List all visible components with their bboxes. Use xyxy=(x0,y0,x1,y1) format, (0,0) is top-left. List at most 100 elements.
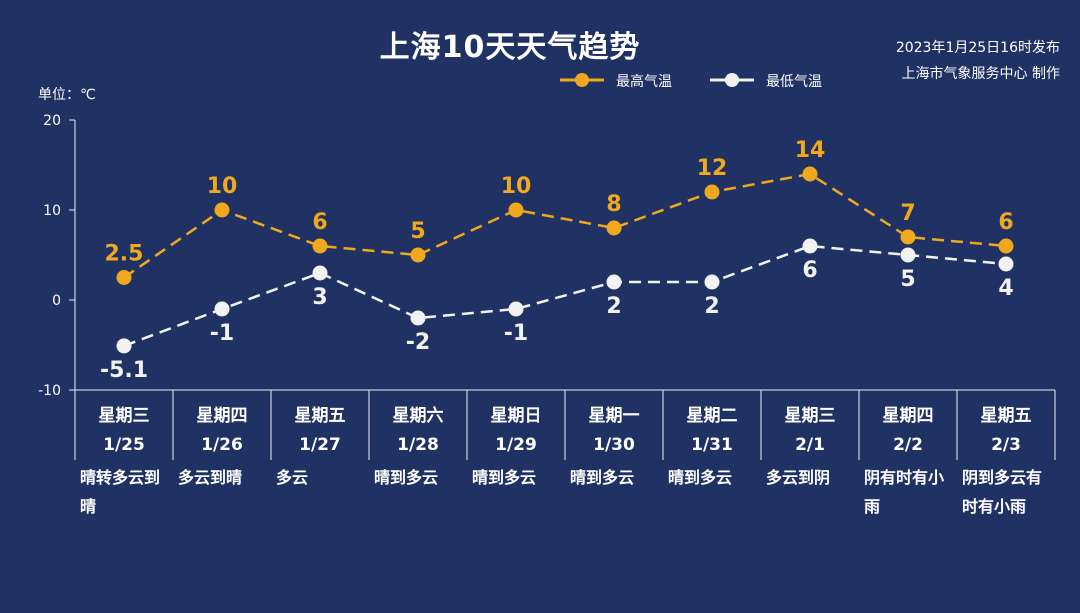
weekday-label: 星期二 xyxy=(686,406,738,426)
low-temp-data-label: 5 xyxy=(900,267,915,292)
day-header: 星期日 1/29 xyxy=(467,402,565,460)
low-temp-data-label: 3 xyxy=(312,285,327,310)
high-temp-point xyxy=(214,202,230,218)
issue-time: 2023年1月25日16时发布 xyxy=(895,40,1060,56)
date-label: 1/31 xyxy=(691,435,733,455)
high-temp-data-label: 6 xyxy=(998,210,1013,235)
day-header: 星期五 1/27 xyxy=(271,402,369,460)
legend-low-label: 最低气温 xyxy=(766,74,822,90)
day-header: 星期三 2/1 xyxy=(761,402,859,460)
date-label: 1/28 xyxy=(397,435,439,455)
day-header: 星期四 1/26 xyxy=(173,402,271,460)
legend-high-label: 最高气温 xyxy=(616,73,672,90)
y-tick-label: 10 xyxy=(43,203,61,219)
low-temp-point xyxy=(214,301,230,317)
high-temp-point xyxy=(312,238,328,254)
legend-high-marker xyxy=(575,73,589,87)
low-temp-point xyxy=(312,265,328,281)
low-temp-point xyxy=(704,274,720,290)
unit-label: 单位：℃ xyxy=(38,87,96,103)
low-temp-data-label: 4 xyxy=(998,276,1013,301)
date-label: 2/2 xyxy=(893,435,923,455)
weekday-label: 星期三 xyxy=(784,406,836,426)
low-temp-point xyxy=(606,274,622,290)
chart-title: 上海10天天气趋势 xyxy=(379,30,641,65)
y-tick-label: 20 xyxy=(43,113,61,129)
low-temp-point xyxy=(508,301,524,317)
day-header: 星期二 1/31 xyxy=(663,402,761,460)
date-label: 2/3 xyxy=(991,435,1021,455)
high-temp-point xyxy=(508,202,524,218)
date-label: 1/26 xyxy=(201,435,243,455)
weather-condition: 晴到多云 xyxy=(668,468,733,487)
weekday-label: 星期五 xyxy=(294,406,346,426)
day-header: 星期四 2/2 xyxy=(859,402,957,460)
weekday-label: 星期四 xyxy=(882,406,934,426)
weekday-label: 星期日 xyxy=(490,406,542,426)
low-temp-point xyxy=(900,247,916,263)
weekday-label: 星期四 xyxy=(196,406,248,426)
high-temp-point xyxy=(900,229,916,245)
date-label: 1/30 xyxy=(593,435,635,455)
weather-condition: 多云到阴 xyxy=(766,468,831,487)
low-temp-data-label: -2 xyxy=(406,330,430,355)
weather-condition: 晴到多云 xyxy=(374,468,439,487)
high-temp-data-label: 2.5 xyxy=(105,242,144,267)
date-label: 1/27 xyxy=(299,435,341,455)
day-header: 星期五 2/3 xyxy=(957,402,1055,460)
low-temp-line xyxy=(123,244,1007,348)
low-temp-point xyxy=(802,238,818,254)
legend-low-marker xyxy=(725,73,739,87)
high-temp-point xyxy=(606,220,622,236)
high-temp-point xyxy=(704,184,720,200)
low-temp-data-label: -1 xyxy=(504,321,528,346)
weather-condition: 晴到多云 xyxy=(570,468,635,487)
high-temp-point xyxy=(998,238,1014,254)
high-temp-point xyxy=(802,166,818,182)
issue-info: 2023年1月25日16时发布 上海市气象服务中心 制作 xyxy=(896,35,1060,87)
high-temp-data-label: 10 xyxy=(501,174,532,199)
high-temp-point xyxy=(410,247,426,263)
y-tick-label: 0 xyxy=(52,293,61,309)
high-temp-point xyxy=(116,270,132,285)
weekday-label: 星期三 xyxy=(98,406,150,426)
low-temp-point xyxy=(410,310,426,326)
low-temp-data-label: 6 xyxy=(802,258,817,283)
axes: -10 0 10 20 xyxy=(38,113,1056,460)
issuer: 上海市气象服务中心 制作 xyxy=(901,66,1060,82)
low-temp-point xyxy=(116,338,132,354)
legend: 最高气温 最低气温 xyxy=(560,73,822,90)
series-high: 2.5 10 6 5 10 8 12 14 7 6 xyxy=(105,138,1014,285)
weather-condition: 晴到多云 xyxy=(472,468,537,487)
date-label: 1/25 xyxy=(103,435,145,455)
high-temp-data-label: 8 xyxy=(606,192,621,217)
weekday-label: 星期一 xyxy=(588,406,640,426)
high-temp-data-label: 14 xyxy=(795,138,826,163)
day-header: 星期一 1/30 xyxy=(565,402,663,460)
weekday-label: 星期五 xyxy=(980,406,1032,426)
high-temp-data-label: 6 xyxy=(312,210,327,235)
weather-condition: 多云 xyxy=(276,468,309,487)
date-label: 1/29 xyxy=(495,435,537,455)
low-temp-data-label: 2 xyxy=(704,294,719,319)
high-temp-line xyxy=(123,172,1007,279)
weekday-label: 星期六 xyxy=(392,406,444,426)
high-temp-data-label: 12 xyxy=(697,156,728,181)
y-tick-label: -10 xyxy=(38,383,61,399)
high-temp-data-label: 7 xyxy=(900,201,915,226)
low-temp-data-label: 2 xyxy=(606,294,621,319)
weather-condition: 阴有时有小雨 xyxy=(864,468,945,516)
day-header: 星期三 1/25 xyxy=(75,402,173,460)
weather-condition: 晴转多云到晴 xyxy=(80,468,161,516)
low-temp-data-label: -1 xyxy=(210,321,234,346)
low-temp-data-label: -5.1 xyxy=(100,358,148,383)
weather-condition: 多云到晴 xyxy=(178,468,243,487)
weather-condition: 阴到多云有时有小雨 xyxy=(962,468,1043,516)
day-header: 星期六 1/28 xyxy=(369,402,467,460)
series-low: -5.1 -1 3 -2 -1 2 2 6 5 4 xyxy=(100,238,1014,383)
date-label: 2/1 xyxy=(795,435,825,455)
high-temp-data-label: 5 xyxy=(410,219,425,244)
high-temp-data-label: 10 xyxy=(207,174,238,199)
